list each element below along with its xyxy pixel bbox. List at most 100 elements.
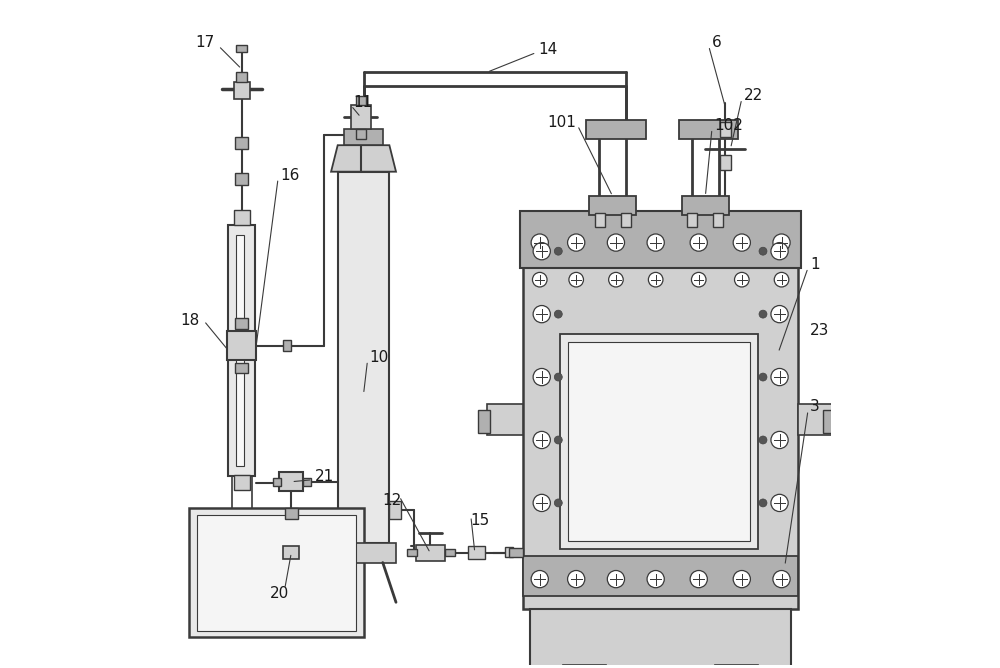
Bar: [236, 234, 244, 466]
Circle shape: [647, 570, 664, 588]
Circle shape: [733, 570, 750, 588]
Bar: [236, 45, 247, 53]
Bar: [487, 403, 523, 436]
Circle shape: [771, 305, 788, 323]
Bar: [235, 319, 248, 329]
Bar: [279, 472, 303, 491]
Circle shape: [759, 310, 767, 318]
Circle shape: [759, 373, 767, 381]
Text: 102: 102: [714, 118, 743, 133]
Circle shape: [554, 499, 562, 507]
Circle shape: [774, 273, 789, 287]
Bar: [331, 542, 396, 562]
Text: 14: 14: [538, 41, 558, 57]
Circle shape: [607, 234, 625, 251]
Circle shape: [771, 494, 788, 512]
Text: 101: 101: [548, 114, 577, 130]
Bar: [687, 214, 697, 226]
Bar: [235, 136, 248, 148]
Circle shape: [773, 234, 790, 251]
Bar: [589, 196, 636, 214]
Circle shape: [533, 432, 550, 449]
Circle shape: [771, 242, 788, 260]
Bar: [563, 665, 606, 668]
Text: 10: 10: [369, 349, 389, 365]
Bar: [586, 120, 646, 138]
Bar: [189, 508, 364, 637]
Bar: [530, 609, 791, 668]
Bar: [234, 475, 250, 490]
Circle shape: [607, 570, 625, 588]
Text: 17: 17: [195, 35, 215, 50]
Bar: [235, 363, 248, 373]
Circle shape: [609, 273, 623, 287]
Text: 15: 15: [470, 513, 489, 528]
Text: 6: 6: [712, 35, 722, 50]
Bar: [468, 546, 485, 559]
Bar: [823, 410, 835, 433]
Bar: [236, 72, 247, 82]
Text: 11: 11: [353, 95, 372, 110]
Bar: [679, 120, 738, 138]
Bar: [228, 224, 255, 476]
Text: 3: 3: [810, 399, 820, 414]
Text: 18: 18: [181, 313, 200, 328]
Circle shape: [569, 273, 583, 287]
Bar: [720, 122, 731, 136]
Circle shape: [554, 310, 562, 318]
Circle shape: [554, 373, 562, 381]
Bar: [445, 549, 455, 556]
Bar: [621, 214, 631, 226]
Circle shape: [532, 273, 547, 287]
Bar: [478, 410, 490, 433]
Bar: [798, 403, 835, 436]
Text: 12: 12: [382, 494, 401, 508]
Bar: [235, 173, 248, 185]
Circle shape: [531, 570, 548, 588]
Bar: [713, 214, 723, 226]
Bar: [303, 478, 311, 486]
Bar: [520, 212, 801, 268]
Circle shape: [533, 305, 550, 323]
Bar: [344, 129, 383, 145]
Circle shape: [759, 247, 767, 255]
Text: 22: 22: [744, 88, 763, 103]
Circle shape: [771, 432, 788, 449]
Circle shape: [531, 234, 548, 251]
Circle shape: [691, 273, 706, 287]
Bar: [197, 515, 356, 631]
Circle shape: [648, 273, 663, 287]
Bar: [273, 478, 281, 486]
Bar: [682, 196, 729, 214]
Bar: [523, 214, 798, 609]
Circle shape: [568, 234, 585, 251]
Polygon shape: [331, 145, 396, 172]
Circle shape: [554, 436, 562, 444]
Bar: [389, 501, 401, 520]
Text: 23: 23: [810, 323, 829, 338]
Circle shape: [690, 570, 707, 588]
Circle shape: [733, 234, 750, 251]
Text: 20: 20: [269, 587, 289, 601]
Text: 16: 16: [280, 168, 299, 182]
Bar: [234, 82, 250, 99]
Bar: [509, 548, 523, 557]
Circle shape: [690, 234, 707, 251]
Bar: [285, 508, 298, 520]
Bar: [234, 210, 250, 224]
Bar: [283, 546, 299, 559]
Bar: [351, 106, 371, 129]
Bar: [356, 96, 366, 106]
Bar: [283, 340, 291, 351]
Circle shape: [647, 234, 664, 251]
Circle shape: [533, 242, 550, 260]
Circle shape: [759, 499, 767, 507]
Bar: [568, 342, 750, 541]
Bar: [505, 547, 513, 557]
Circle shape: [533, 494, 550, 512]
Circle shape: [533, 369, 550, 385]
Bar: [356, 129, 366, 138]
Bar: [227, 331, 256, 360]
Bar: [338, 172, 389, 542]
Circle shape: [735, 273, 749, 287]
